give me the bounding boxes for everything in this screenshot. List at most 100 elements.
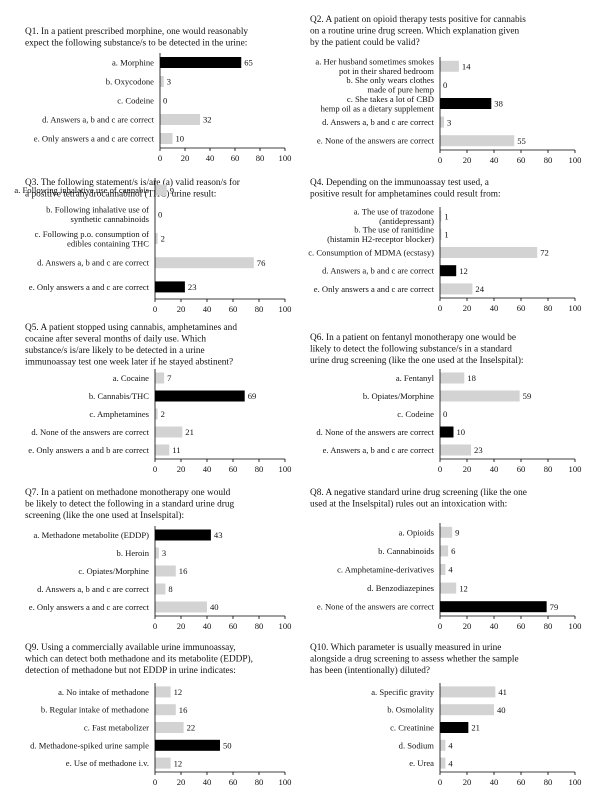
value-label: 1 [444,211,448,221]
bar [160,76,164,87]
category-label: a. Methadone metabolite (EDDP) [33,530,149,540]
value-label: 0 [443,80,447,90]
x-tick-label: 80 [544,777,553,787]
x-tick-label: 20 [177,777,186,787]
bar [155,184,167,196]
bar [440,426,454,438]
bar [440,228,442,240]
bar [155,565,176,577]
value-label: 32 [203,115,212,125]
chart-title-line: be likely to detect the following in a s… [25,499,234,510]
chart-title-line: Q10. Which parameter is usually measured… [310,643,501,653]
x-tick-label: 0 [438,303,442,313]
bar [440,135,515,147]
value-label: 23 [474,445,483,455]
x-tick-label: 100 [279,777,292,787]
value-label: 9 [170,185,174,195]
bar [155,739,220,751]
bar [440,210,442,222]
chart-q3: Q3. The following statement/s is/are (a)… [14,177,291,314]
value-label: 0 [443,409,447,419]
bar [155,233,158,244]
bar [440,722,469,733]
x-tick-label: 0 [153,304,157,314]
category-label: d. Benzodiazepines [367,583,434,593]
bar [155,444,170,456]
category-label: synthetic cannabinoids [70,214,149,224]
category-label: b. Cannabinoids [378,546,435,556]
chart-title-line: Q5. A patient stopped using cannabis, am… [25,323,237,333]
category-label: e. Use of methadone i.v. [66,758,149,768]
x-tick-label: 20 [177,621,186,631]
category-label: e. Urea [409,758,434,768]
x-tick-label: 20 [463,155,472,165]
category-label: c. Fast metabolizer [84,723,149,733]
bar [440,98,492,109]
bar [440,444,472,456]
value-label: 12 [174,758,183,768]
chart-q9: Q9. Using a commercially available urine… [25,643,291,787]
bar [155,601,207,613]
chart-title-line: positive result for amphetamines could r… [310,189,501,200]
bar [440,739,446,751]
bar [440,601,547,613]
category-label: e. None of the answers are correct [317,602,435,612]
value-label: 11 [172,445,180,455]
chart-q6: Q6. In a patient on fentanyl monotherapy… [310,332,581,474]
x-tick-label: 100 [569,621,582,631]
value-label: 6 [451,546,456,556]
x-tick-label: 40 [490,621,499,631]
category-label: d. Answers a, b and c are correct [322,117,435,127]
value-label: 43 [214,530,223,540]
bar [155,547,159,559]
value-label: 8 [168,584,172,594]
category-label: d. Answers a, b and c are correct [37,258,150,268]
bar [440,526,453,538]
category-label: e. Only answers a and c are correct [29,602,150,612]
x-tick-label: 80 [255,777,264,787]
chart-title-line: which can detect both methadone and its … [25,654,253,665]
x-tick-label: 0 [438,777,442,787]
category-label: a. Specific gravity [371,687,434,697]
chart-title-line: expect the following substance/s to be d… [25,38,247,49]
category-label: hemp oil as a dietary supplement [321,103,435,113]
chart-title-line: Q7. In a patient on methadone monotherap… [25,488,231,498]
value-label: 38 [494,99,503,109]
x-tick-label: 80 [544,303,553,313]
category-label: b. Osmolality [387,705,434,715]
category-label: (histamin H2-receptor blocker) [327,234,434,244]
x-tick-label: 0 [153,777,157,787]
x-tick-label: 80 [255,464,264,474]
chart-title-line: Q9. Using a commercially available urine… [25,643,236,653]
chart-title-line: cocaine after several months of daily us… [25,334,206,345]
category-label: a. Her husband sometimes smokes [315,57,434,67]
x-tick-label: 60 [517,621,526,631]
value-label: 3 [447,117,451,127]
x-tick-label: 100 [569,155,582,165]
value-label: 0 [163,96,167,106]
chart-title-line: Q2. A patient on opioid therapy tests po… [310,14,526,25]
chart-title-line: a positive tetrahydrocannabinol (THC) ur… [25,189,216,200]
x-tick-label: 20 [181,153,190,163]
category-label: b. Cannabis/THC [89,391,149,401]
category-label: a. No intake of methadone [58,687,149,697]
category-label: a. Opioids [399,527,435,537]
category-label: d. None of the answers are correct [31,427,149,437]
chart-title-line: likely to detect the following substance… [310,344,512,355]
x-tick-label: 0 [438,464,442,474]
x-tick-label: 60 [229,304,238,314]
bar [440,704,494,716]
value-label: 3 [167,77,171,87]
value-label: 40 [210,602,219,612]
value-label: 22 [187,723,196,733]
bar [155,372,165,384]
bar [440,265,457,277]
value-label: 50 [223,741,232,751]
category-label: b. Regular intake of methadone [41,705,149,715]
value-label: 21 [471,723,480,733]
chart-title-line: substance/s is/are likely to be detected… [25,346,205,356]
chart-q1: Q1. In a patient prescribed morphine, on… [25,27,291,163]
value-label: 65 [244,58,253,68]
x-tick-label: 100 [569,464,582,474]
